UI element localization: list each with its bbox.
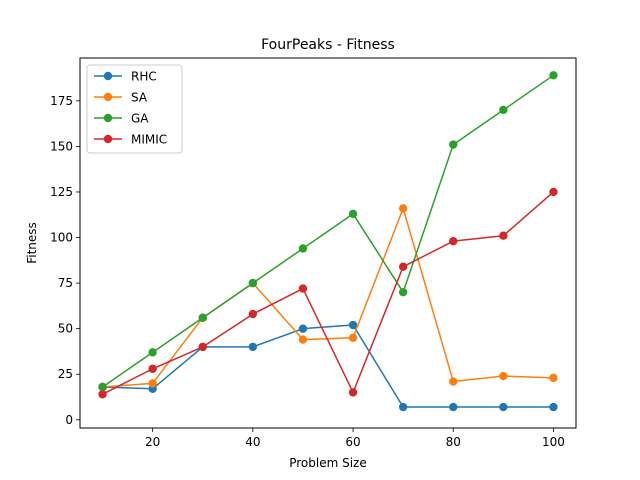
data-point-ga — [398, 288, 408, 297]
data-point-rhc — [348, 320, 358, 330]
data-point-sa — [148, 379, 157, 388]
x-tick-label: 20 — [145, 435, 160, 449]
legend-marker-rhc — [103, 71, 113, 81]
legend-label-mimic: MIMIC — [131, 133, 167, 147]
data-point-ga — [449, 140, 458, 149]
y-tick-label: 75 — [58, 276, 73, 290]
legend-label-rhc: RHC — [131, 70, 157, 84]
y-tick-label: 50 — [58, 322, 73, 336]
data-point-sa — [398, 204, 408, 213]
legend-box — [86, 64, 183, 154]
x-tick-label: 60 — [345, 435, 360, 449]
series-line-rhc — [102, 324, 554, 408]
y-tick-label: 0 — [65, 413, 73, 427]
legend-marker-mimic — [103, 134, 113, 144]
plot-frame — [79, 57, 577, 429]
data-point-rhc — [248, 342, 258, 352]
chart-title: FourPeaks - Fitness — [261, 37, 395, 53]
data-point-rhc — [499, 402, 508, 412]
y-tick-label: 125 — [50, 185, 73, 199]
data-point-mimic — [348, 388, 358, 397]
data-point-mimic — [148, 364, 157, 373]
data-point-sa — [298, 335, 308, 344]
y-axis: 0 25 50 75 100 125 150 175 — [50, 94, 80, 427]
data-point-ga — [348, 209, 358, 219]
legend: RHC SA GA MIMIC — [86, 64, 183, 154]
data-point-sa — [449, 377, 458, 386]
data-point-ga — [248, 278, 258, 288]
y-tick-label: 25 — [58, 367, 73, 381]
data-point-sa — [499, 371, 508, 381]
x-tick-label: 100 — [542, 435, 565, 449]
x-tick-label: 80 — [446, 435, 461, 449]
data-point-rhc — [549, 402, 558, 412]
plot-area — [98, 71, 558, 412]
data-point-mimic — [298, 284, 308, 293]
data-point-mimic — [98, 390, 107, 399]
data-point-mimic — [499, 231, 508, 240]
data-point-rhc — [298, 324, 308, 333]
data-point-sa — [348, 333, 358, 342]
data-point-sa — [549, 373, 558, 383]
data-point-mimic — [549, 187, 558, 197]
y-tick-label: 175 — [50, 94, 73, 108]
x-axis-label: Problem Size — [289, 456, 367, 470]
x-tick-label: 40 — [245, 435, 260, 449]
data-point-ga — [148, 348, 157, 357]
data-point-mimic — [398, 262, 408, 271]
series-line-ga — [102, 74, 554, 388]
data-point-rhc — [449, 402, 458, 412]
data-point-mimic — [198, 342, 207, 352]
series-line-sa — [102, 207, 554, 388]
data-point-mimic — [449, 236, 458, 246]
data-point-ga — [549, 71, 558, 80]
x-axis: 20 40 60 80 100 — [145, 428, 565, 449]
data-point-mimic — [248, 309, 258, 319]
data-point-ga — [198, 313, 207, 322]
y-axis-label: Fitness — [25, 222, 39, 264]
series-line-mimic — [102, 191, 554, 395]
y-tick-label: 100 — [50, 231, 73, 245]
data-point-ga — [298, 244, 308, 253]
data-point-ga — [499, 105, 508, 115]
legend-label-ga: GA — [131, 112, 149, 126]
data-point-ga — [98, 382, 107, 392]
legend-marker-ga — [103, 113, 113, 123]
legend-marker-sa — [103, 92, 113, 102]
legend-label-sa: SA — [131, 91, 148, 105]
y-tick-label: 150 — [50, 139, 73, 153]
data-point-rhc — [398, 402, 408, 412]
